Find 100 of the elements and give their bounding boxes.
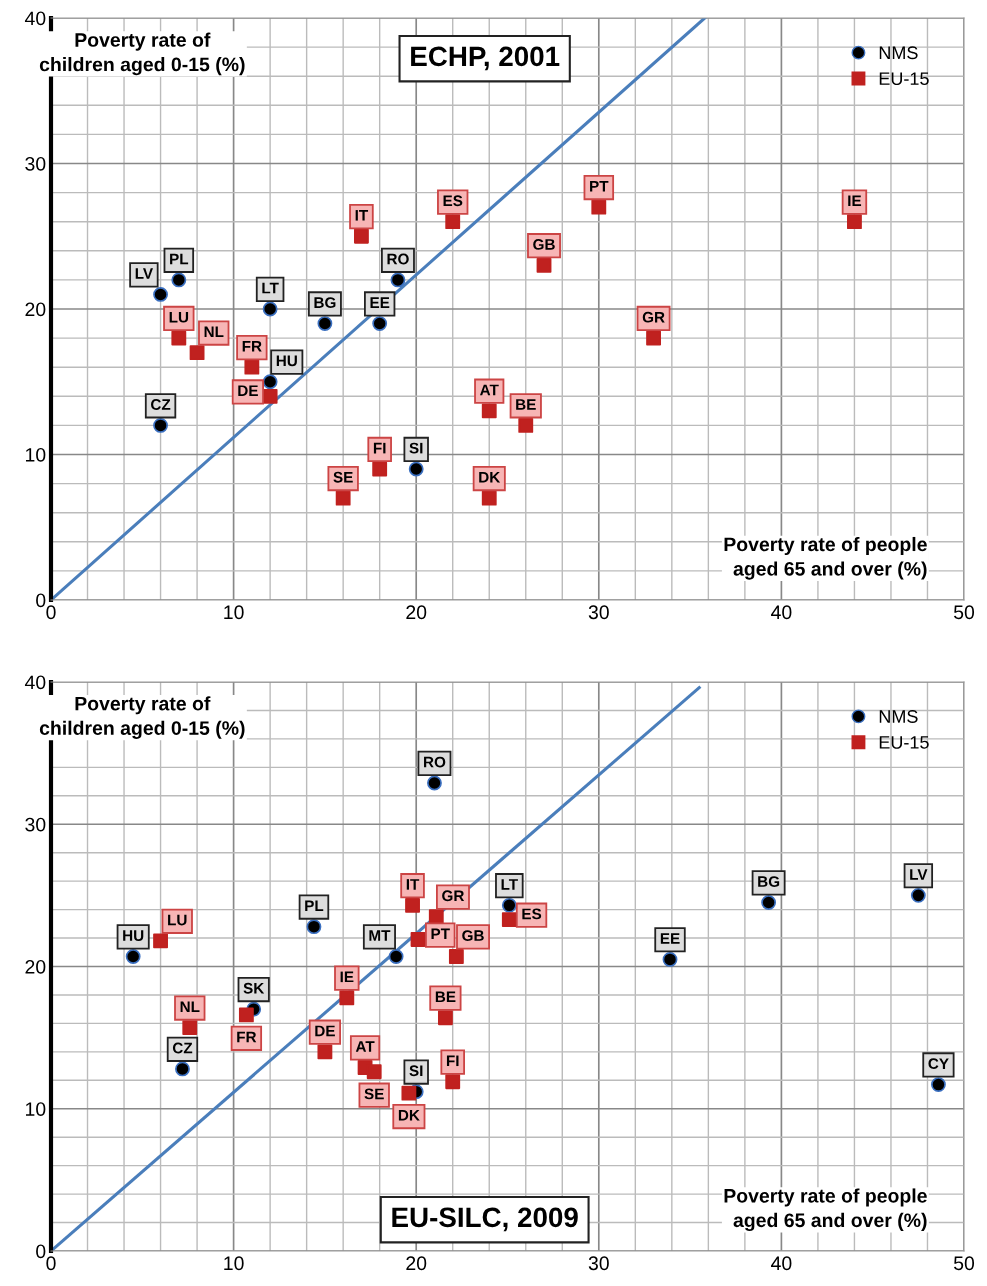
x-axis-title: Poverty rate of people aged 65 and over (%) [724,536,927,580]
annotation: DK [479,471,501,483]
annotation: LU [169,311,189,323]
text: ECHP, 2001 [411,46,560,71]
point [401,1085,417,1101]
annotation: DE [238,385,258,396]
annotation: LT [501,879,518,890]
annotation: SI [409,442,423,454]
point [366,1064,382,1080]
annotation: RO [424,756,446,768]
annotation: BE [435,991,456,1003]
annotation: EE [370,297,390,308]
point [125,949,141,964]
x-tick-label: 40 [771,605,792,620]
y-tick-label: 40 [24,675,46,690]
annotation: HU [123,930,144,942]
point [153,417,168,433]
point [410,932,426,947]
annotation: SE [333,471,353,483]
legend-label: EU-15 [879,72,929,86]
y-tick-label: 10 [26,1102,46,1116]
y-axis-title: Poverty rate of children aged 0-15 (%) [39,696,245,739]
y-tick-label: 20 [25,959,46,974]
y-tick-label: 40 [24,11,46,26]
x-axis-title: Poverty rate of people aged 65 and over (%) [724,1188,927,1232]
point [518,417,534,433]
y-tick-label: 30 [25,156,46,171]
point [761,895,777,910]
annotation: IT [406,879,420,890]
x-tick-label: 50 [953,1256,975,1271]
annotation: PT [431,928,450,940]
annotation: FR [242,341,262,352]
annotation: FI [373,442,386,454]
annotation: BG [314,297,336,309]
annotation: GR [642,311,665,323]
point [153,287,168,302]
point [662,951,678,967]
x-tick-label: 10 [224,1256,244,1271]
text: EU-SILC, 2009 [392,1207,578,1232]
annotation: AT [480,384,499,396]
point [931,1077,946,1092]
point [372,316,388,331]
annotation: CY [928,1058,949,1070]
annotation: PT [590,180,609,192]
point [306,919,322,935]
point [445,214,461,230]
annotation: IE [340,971,354,983]
annotation: EE [660,933,680,944]
annotation: RO [387,253,409,265]
annotation: HU [276,355,297,367]
x-tick-label: 20 [406,605,427,620]
point [591,199,607,215]
annotation: LU [168,914,187,926]
annotation: FI [446,1055,459,1067]
annotation: LV [910,869,928,880]
point [262,388,278,404]
annotation: MT [369,930,391,941]
point [317,1044,333,1060]
annotation: CZ [172,1042,193,1054]
point [408,461,424,477]
point [501,912,517,927]
point [339,990,355,1006]
point [388,949,404,964]
x-tick-label: 0 [46,605,56,620]
point [445,1074,461,1090]
legend-label: EU-15 [879,736,929,749]
annotation: AT [355,1041,375,1052]
point [847,214,862,230]
point [317,316,333,331]
y-tick-label: 0 [36,593,46,608]
x-tick-label: 30 [588,605,609,620]
annotation: BG [758,876,780,887]
annotation: CZ [151,399,171,410]
point [189,345,205,361]
annotation: ES [522,908,542,920]
point [335,490,351,506]
x-tick-label: 40 [771,1256,792,1271]
point [481,403,497,419]
point [244,359,260,375]
y-axis-title: Poverty rate of children aged 0-15 (%) [39,32,245,76]
annotation: FR [237,1031,257,1043]
point [262,301,278,317]
y-tick-label: 10 [26,447,46,462]
point [437,1010,453,1026]
y-tick-label: 30 [25,817,46,832]
annotation: DK [398,1109,420,1121]
point [353,228,369,244]
annotation: PL [170,253,189,265]
annotation: SE [364,1088,384,1100]
annotation: SK [243,982,265,994]
annotation: PL [305,900,324,911]
point [405,897,420,913]
point [536,257,552,273]
annotation: IT [355,210,369,221]
x-tick-label: 20 [406,1256,427,1271]
x-tick-label: 0 [46,1256,56,1271]
point [262,374,278,390]
annotation: BE [516,399,536,410]
legend-label: NMS [879,46,918,60]
annotation: GB [533,239,555,250]
